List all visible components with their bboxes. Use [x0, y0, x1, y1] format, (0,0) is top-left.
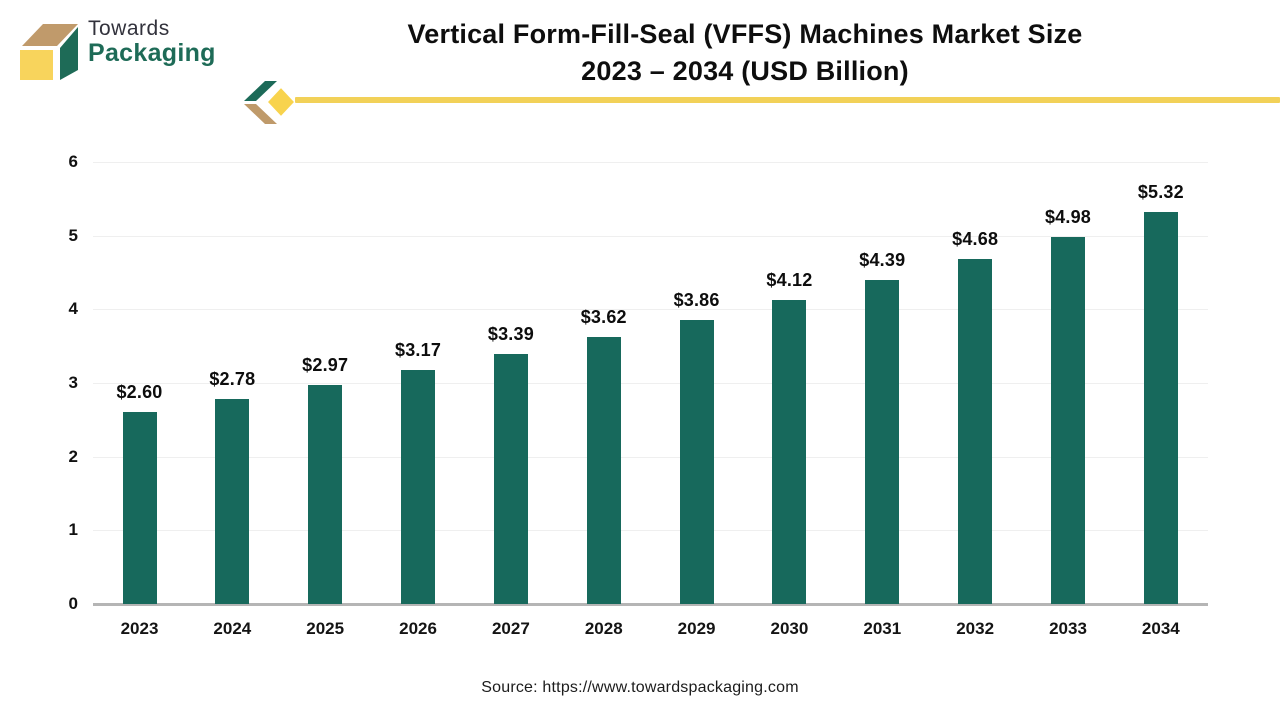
x-axis-label-2027: 2027 — [491, 619, 530, 638]
packaging-box-icon — [20, 24, 78, 80]
chevron-diamond-icon — [244, 81, 298, 124]
bar-value-2025: $2.97 — [302, 355, 349, 376]
bar-2026 — [401, 370, 436, 604]
bar-value-2034: $5.32 — [1137, 181, 1184, 202]
y-axis-tick-5: 5 — [68, 225, 78, 245]
title-underline-ribbon — [295, 97, 1280, 103]
bar-2024 — [215, 399, 250, 604]
bar-value-2033: $4.98 — [1044, 206, 1092, 227]
bar-value-2032: $4.68 — [952, 229, 999, 250]
bar-value-2030: $4.12 — [766, 270, 813, 291]
x-axis-label-2028: 2028 — [584, 619, 623, 638]
y-axis-tick-6: 6 — [68, 151, 78, 171]
x-axis-label-2024: 2024 — [213, 619, 252, 638]
x-axis-label-2032: 2032 — [956, 619, 995, 638]
bar-2023 — [122, 412, 157, 604]
x-axis-label-2025: 2025 — [306, 619, 345, 638]
logo-word-packaging: Packaging — [88, 39, 216, 68]
bar-value-2028: $3.62 — [580, 307, 627, 328]
bar-value-2031: $4.39 — [859, 250, 906, 271]
y-axis-tick-0: 0 — [68, 594, 78, 613]
logo-text: Towards Packaging — [88, 12, 216, 66]
bar-2025 — [308, 385, 343, 604]
logo-word-towards: Towards — [88, 17, 170, 40]
bar-2034 — [1143, 211, 1178, 604]
x-axis-label-2026: 2026 — [399, 619, 437, 638]
gridline-y4 — [93, 309, 1208, 311]
bar-value-2027: $3.39 — [487, 324, 534, 345]
x-axis-label-2029: 2029 — [677, 619, 716, 638]
y-axis-tick-4: 4 — [68, 299, 78, 319]
bar-2030 — [772, 300, 807, 604]
bar-value-2024: $2.78 — [209, 369, 256, 390]
x-axis-label-2031: 2031 — [863, 619, 902, 638]
source-citation: Source: https://www.towardspackaging.com — [481, 679, 799, 696]
bar-2033 — [1051, 236, 1085, 604]
chart-title-line1: Vertical Form-Fill-Seal (VFFS) Machines … — [407, 19, 1083, 49]
gridline-y5 — [93, 235, 1208, 237]
x-axis-label-2023: 2023 — [120, 619, 159, 638]
x-axis-label-2030: 2030 — [770, 619, 809, 638]
x-axis-line — [93, 603, 1208, 606]
bar-value-2023: $2.60 — [116, 382, 163, 403]
x-axis-label-2033: 2033 — [1049, 619, 1087, 638]
bar-value-2029: $3.86 — [673, 289, 720, 310]
gridline-y6 — [93, 161, 1208, 163]
x-axis-label-2034: 2034 — [1141, 619, 1180, 638]
y-axis-tick-1: 1 — [68, 520, 78, 540]
towards-packaging-logo: Towards Packaging — [16, 12, 216, 80]
chart-title: Vertical Form-Fill-Seal (VFFS) Machines … — [290, 16, 1200, 90]
y-axis-tick-2: 2 — [68, 446, 78, 466]
bar-2032 — [958, 259, 993, 604]
y-axis-tick-3: 3 — [68, 372, 78, 392]
bar-2031 — [865, 280, 900, 604]
bar-2029 — [679, 319, 714, 604]
gridline-y3 — [93, 382, 1208, 384]
gridline-y1 — [93, 530, 1208, 532]
gridline-y2 — [93, 456, 1208, 458]
bar-2028 — [586, 337, 621, 604]
chart-title-line2: 2023 – 2034 (USD Billion) — [581, 56, 909, 86]
bar-2027 — [493, 354, 528, 604]
bar-value-2026: $3.17 — [395, 340, 442, 361]
